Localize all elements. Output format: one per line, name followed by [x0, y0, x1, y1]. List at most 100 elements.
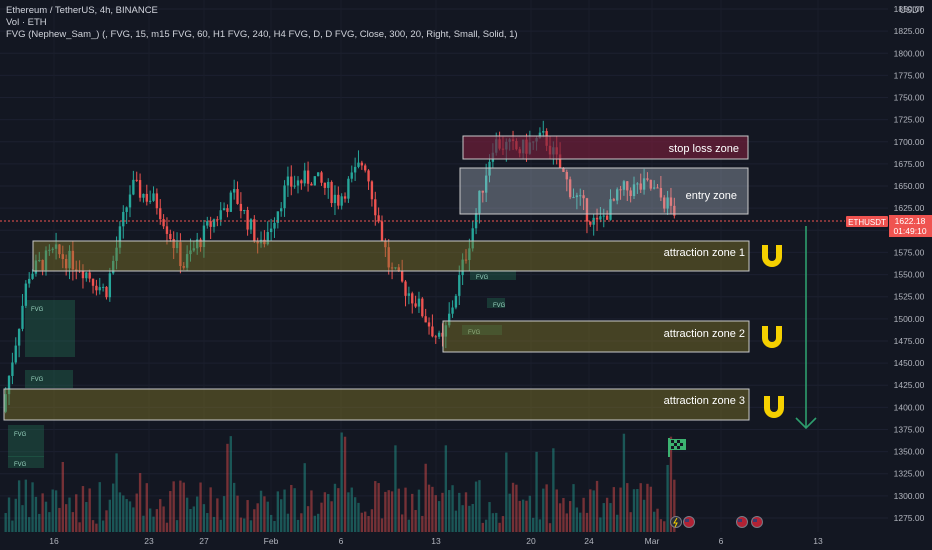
volume-bar	[202, 504, 206, 532]
candle	[51, 247, 54, 254]
checkered-flag-icon	[668, 438, 686, 457]
candle	[424, 308, 427, 323]
candle	[98, 277, 101, 295]
time-tick-label: 23	[144, 536, 154, 546]
candle	[360, 160, 364, 170]
volume-bar	[71, 512, 75, 532]
stop-loss-zone[interactable]: stop loss zone	[462, 135, 749, 160]
volume-bar	[283, 489, 286, 532]
candle	[659, 175, 663, 202]
volume-bar	[411, 493, 414, 532]
candle	[138, 173, 142, 202]
volume-bar	[353, 497, 357, 532]
time-tick-label: 20	[526, 536, 536, 546]
volume-bar	[585, 512, 589, 532]
volume-bar	[387, 490, 390, 532]
time-tick-label: Mar	[645, 536, 660, 546]
fvg-label: FVG	[493, 303, 506, 309]
volume-bar	[101, 520, 105, 532]
volume-bar	[14, 498, 17, 532]
volume-bar	[458, 492, 461, 532]
entry-zone-label: entry zone	[686, 190, 737, 202]
candle	[632, 176, 636, 199]
price-tick-label: 1700.00	[894, 137, 925, 147]
candle	[380, 215, 384, 242]
price-tick-label: 1650.00	[894, 181, 925, 191]
attraction-zone-3[interactable]: attraction zone 3	[3, 388, 750, 421]
volume-bar	[175, 520, 179, 532]
volume-bar	[162, 506, 165, 532]
volume-bar	[364, 511, 367, 532]
volume-bar	[417, 489, 421, 532]
volume-bar	[390, 491, 394, 532]
volume-bar	[669, 436, 673, 532]
price-tick-label: 1500.00	[894, 314, 925, 324]
price-axis[interactable]: 1850.00 1825.00 1800.00 1775.00 1750.00 1725.…	[888, 0, 932, 538]
candle	[259, 231, 263, 248]
candle	[206, 216, 209, 229]
price-tick-label: 1450.00	[894, 358, 925, 368]
candle	[24, 280, 28, 308]
volume-bar	[555, 489, 558, 532]
candle	[367, 169, 370, 190]
time-axis[interactable]: 16 23 27 Feb 6 13 20 24 Mar 6 13	[0, 532, 932, 550]
price-tick-label: 1325.00	[894, 469, 925, 479]
volume-bar	[394, 445, 397, 532]
candle	[229, 190, 232, 212]
volume-bar	[468, 505, 471, 532]
volume-bar	[155, 509, 159, 532]
entry-zone[interactable]: entry zone	[459, 167, 749, 215]
volume-bar	[488, 502, 491, 532]
candle	[353, 157, 357, 181]
candle	[125, 206, 128, 225]
candle	[175, 232, 179, 254]
candle	[394, 267, 397, 270]
candle	[441, 323, 444, 347]
volume-bar	[602, 503, 605, 532]
candle	[179, 233, 182, 274]
attraction-zone-2[interactable]: attraction zone 2	[442, 320, 750, 353]
volume-bar	[370, 509, 374, 532]
attraction-zone-1[interactable]: attraction zone 1	[32, 240, 750, 272]
volume-bar	[495, 512, 498, 532]
volume-bar	[515, 484, 518, 532]
candle	[656, 183, 659, 189]
candle	[17, 328, 21, 358]
candle	[407, 286, 411, 305]
candle	[357, 150, 360, 169]
candle	[132, 170, 135, 196]
indicator-legend[interactable]: FVG (Nephew_Sam_) (, FVG, 15, m15 FVG, 6…	[6, 29, 518, 40]
candle	[34, 254, 38, 277]
price-tick-label: 1375.00	[894, 424, 925, 434]
candle	[337, 186, 340, 210]
candle	[145, 184, 148, 206]
candle	[622, 179, 626, 196]
volume-bar	[367, 516, 370, 532]
volume-legend[interactable]: Vol · ETH	[6, 17, 47, 28]
candle	[602, 208, 605, 228]
volume-bar	[269, 514, 273, 532]
symbol-tag[interactable]: ETHUSDT	[846, 216, 888, 227]
volume-bar	[337, 488, 340, 532]
volume-bar	[562, 498, 565, 532]
chart-title[interactable]: Ethereum / TetherUS, 4h, BINANCE	[6, 5, 158, 16]
candle	[48, 244, 51, 256]
volume-bar	[81, 486, 85, 532]
candle	[468, 238, 471, 272]
candle	[11, 352, 14, 385]
candle	[296, 176, 300, 194]
candle	[582, 189, 585, 211]
volume-bar	[266, 501, 269, 532]
volume-bar	[68, 497, 71, 532]
candle	[276, 211, 280, 229]
fvg-box: FVG	[470, 270, 516, 281]
price-tick-label: 1525.00	[894, 292, 925, 302]
volume-bar	[21, 505, 24, 532]
volume-bar	[296, 519, 300, 532]
volume-bar	[91, 520, 95, 532]
candle	[616, 187, 619, 205]
candle	[303, 162, 306, 187]
candle	[95, 279, 98, 296]
attraction-zone-2-label: attraction zone 2	[664, 328, 745, 340]
